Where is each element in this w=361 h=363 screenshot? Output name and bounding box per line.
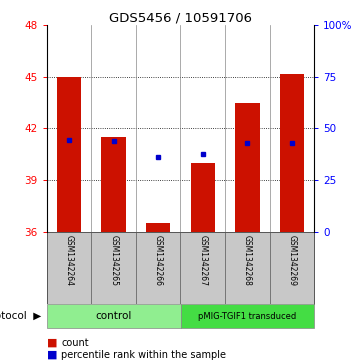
Text: GSM1342264: GSM1342264 — [65, 235, 74, 286]
Text: pMIG-TGIF1 transduced: pMIG-TGIF1 transduced — [198, 311, 296, 321]
Bar — [235, 103, 260, 232]
Bar — [279, 74, 304, 232]
Bar — [180, 304, 314, 329]
Text: GSM1342265: GSM1342265 — [109, 235, 118, 286]
Text: GSM1342266: GSM1342266 — [154, 235, 163, 286]
Text: ■: ■ — [47, 350, 57, 360]
Bar — [47, 304, 180, 329]
Bar — [191, 163, 215, 232]
Text: percentile rank within the sample: percentile rank within the sample — [61, 350, 226, 360]
Title: GDS5456 / 10591706: GDS5456 / 10591706 — [109, 11, 252, 24]
Text: GSM1342267: GSM1342267 — [198, 235, 207, 286]
Bar — [57, 77, 82, 232]
Text: GSM1342268: GSM1342268 — [243, 235, 252, 286]
Text: GSM1342269: GSM1342269 — [287, 235, 296, 286]
Bar — [101, 137, 126, 232]
Text: control: control — [96, 311, 132, 321]
Text: protocol  ▶: protocol ▶ — [0, 311, 42, 321]
Text: ■: ■ — [47, 338, 57, 348]
Bar — [146, 223, 170, 232]
Text: count: count — [61, 338, 89, 348]
